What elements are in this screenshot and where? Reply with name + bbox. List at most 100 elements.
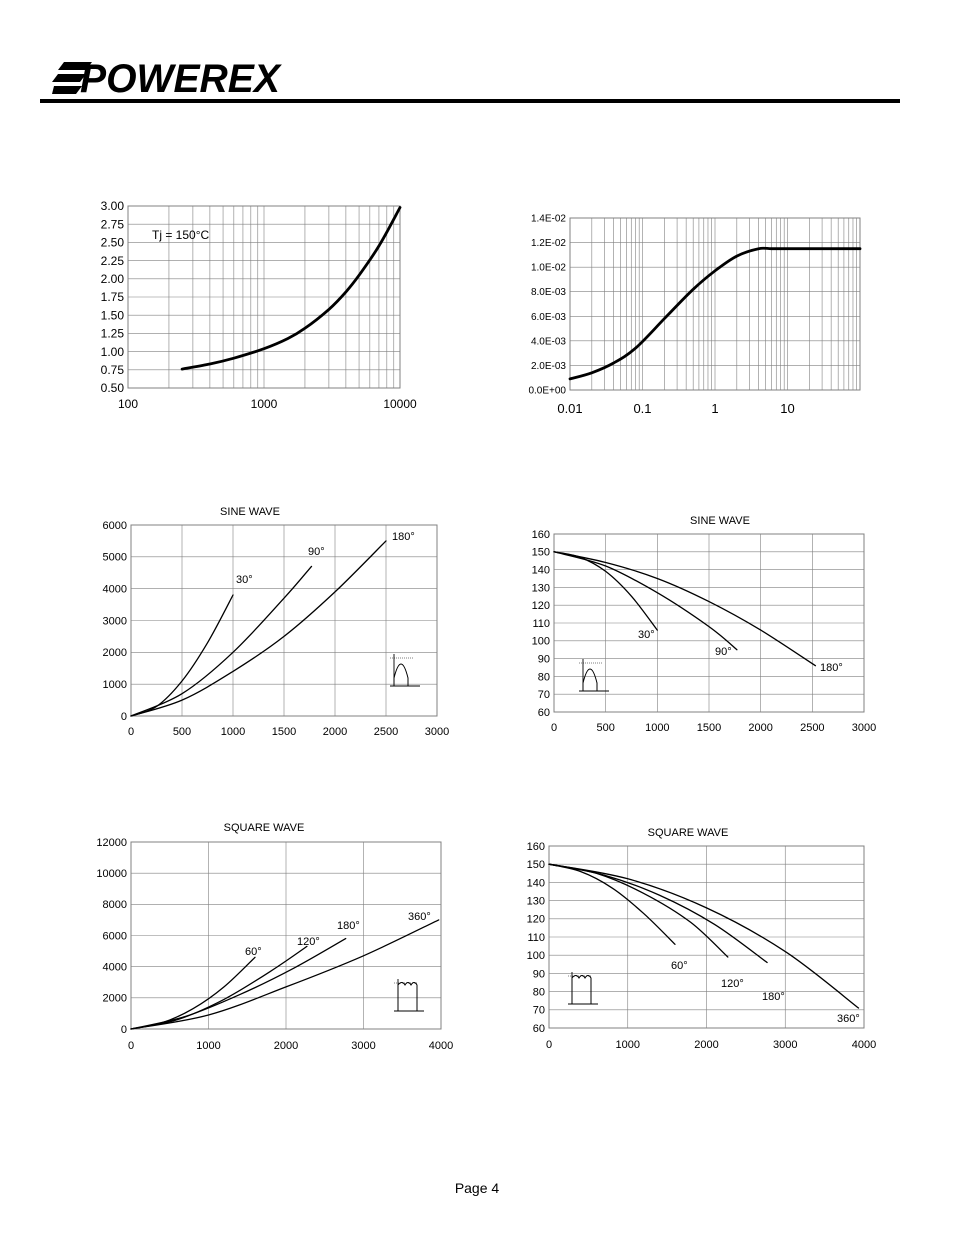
c5-chart: 0 2000 4000 6000 8000 10000 12000 0 1000 2000 3000… — [96, 822, 453, 1052]
y-tick-label: 2.25 — [101, 254, 125, 268]
y-tick-label: 4000 — [103, 962, 127, 974]
y-tick-label: 1000 — [103, 679, 127, 691]
square-waveform-icon — [568, 972, 598, 1005]
y-tick-label: 1.00 — [101, 345, 125, 359]
y-tick-label: 100 — [527, 950, 545, 962]
y-tick-label: 2.0E-03 — [531, 361, 566, 372]
c6-chart: 60 70 80 90 100 110 120 130 140 150 160 0 1000 2000 30… — [527, 827, 877, 1051]
icon-wave-path — [397, 982, 418, 1011]
x-tick-label: 10000 — [383, 397, 417, 411]
y-tick-label: 1.75 — [101, 290, 125, 304]
y-tick-label: 60 — [538, 707, 550, 719]
chart-title: SQUARE WAVE — [224, 822, 305, 834]
x-tick-label: 3000 — [351, 1040, 375, 1052]
y-tick-label: 2000 — [103, 647, 127, 659]
header-rule — [40, 99, 900, 103]
series-line — [568, 246, 862, 381]
series-label: 30° — [236, 574, 253, 586]
series-label: 180° — [337, 920, 360, 932]
series-line — [553, 551, 738, 651]
x-tick-label: 1000 — [251, 397, 278, 411]
y-tick-label: 3.00 — [101, 199, 125, 213]
sine-waveform-icon — [579, 659, 609, 692]
x-tick-label: 1000 — [196, 1040, 220, 1052]
x-tick-label: 1500 — [272, 726, 296, 738]
series-line — [130, 945, 308, 1030]
series-label: 90° — [715, 646, 732, 658]
x-tick-label: 0.1 — [633, 401, 651, 416]
y-tick-label: 2000 — [103, 993, 127, 1005]
square-waveform-icon — [394, 979, 424, 1012]
y-tick-label: 160 — [527, 841, 545, 853]
y-tick-label: 70 — [538, 689, 550, 701]
y-tick-label: 110 — [527, 932, 545, 944]
series-label: 60° — [245, 946, 262, 958]
sine-waveform-icon — [390, 654, 420, 687]
x-tick-label: 0.01 — [557, 401, 582, 416]
x-tick-label: 500 — [596, 722, 614, 734]
x-tick-label: 100 — [118, 397, 138, 411]
y-tick-label: 2.00 — [101, 272, 125, 286]
series-label: 360° — [408, 911, 431, 923]
page-number: Page 4 — [454, 1180, 500, 1196]
y-tick-label: 6000 — [103, 520, 127, 532]
x-tick-label: 2000 — [323, 726, 347, 738]
y-tick-label: 150 — [532, 547, 550, 559]
plot-frame — [569, 217, 861, 391]
series-label: 30° — [638, 629, 655, 641]
y-tick-label: 2.75 — [101, 217, 125, 231]
series-line — [548, 863, 860, 1009]
x-tick-label: 3000 — [425, 726, 449, 738]
x-tick-label: 2000 — [274, 1040, 298, 1052]
series-line — [180, 206, 402, 371]
y-tick-label: 80 — [538, 671, 550, 683]
c2-chart: 0.0E+00 2.0E-03 4.0E-03 6.0E-03 8.0E-03 1.0E-… — [528, 214, 862, 416]
x-tick-label: 2500 — [800, 722, 824, 734]
plot-frame — [548, 845, 865, 1029]
y-tick-label: 150 — [527, 859, 545, 871]
x-tick-label: 0 — [551, 722, 557, 734]
series-label: 60° — [671, 960, 688, 972]
y-tick-label: 140 — [532, 564, 550, 576]
icon-wave-path — [393, 663, 409, 686]
y-tick-label: 3000 — [103, 615, 127, 627]
y-tick-label: 130 — [532, 582, 550, 594]
y-tick-label: 100 — [532, 636, 550, 648]
y-tick-label: 90 — [538, 653, 550, 665]
y-tick-label: 140 — [527, 877, 545, 889]
icon-wave-path — [582, 668, 598, 691]
c3-chart: 0 1000 2000 3000 4000 5000 6000 0 500 1000 1500 200… — [103, 506, 450, 738]
x-tick-label: 2500 — [374, 726, 398, 738]
y-tick-label: 5000 — [103, 552, 127, 564]
series-line — [130, 937, 347, 1030]
x-tick-label: 1 — [711, 401, 718, 416]
series-label: 180° — [392, 531, 415, 543]
y-tick-label: 1.50 — [101, 308, 125, 322]
series-label: 360° — [837, 1013, 860, 1025]
y-tick-label: 0.75 — [101, 363, 125, 377]
y-tick-label: 6.0E-03 — [531, 312, 566, 323]
series-label: 120° — [297, 936, 320, 948]
y-tick-label: 10000 — [96, 868, 127, 880]
x-tick-label: 3000 — [852, 722, 876, 734]
y-tick-label: 130 — [527, 895, 545, 907]
y-tick-label: 110 — [532, 618, 550, 630]
y-tick-label: 120 — [527, 914, 545, 926]
y-tick-label: 4000 — [103, 584, 127, 596]
series-label: 180° — [820, 662, 843, 674]
series-line — [130, 565, 313, 717]
icon-wave-path — [571, 975, 592, 1004]
series-line — [548, 863, 729, 958]
chart-annotation: Tj = 150°C — [152, 228, 209, 242]
x-tick-label: 2000 — [694, 1039, 718, 1051]
series-line — [548, 863, 676, 945]
plot-frame — [130, 524, 438, 717]
x-tick-label: 0 — [546, 1039, 552, 1051]
chart-title: SQUARE WAVE — [648, 827, 729, 839]
x-tick-label: 1000 — [221, 726, 245, 738]
plot-frame — [130, 841, 442, 1030]
x-tick-label: 0 — [128, 726, 134, 738]
x-tick-label: 1500 — [697, 722, 721, 734]
y-tick-label: 0 — [121, 1024, 127, 1036]
x-tick-label: 4000 — [852, 1039, 876, 1051]
